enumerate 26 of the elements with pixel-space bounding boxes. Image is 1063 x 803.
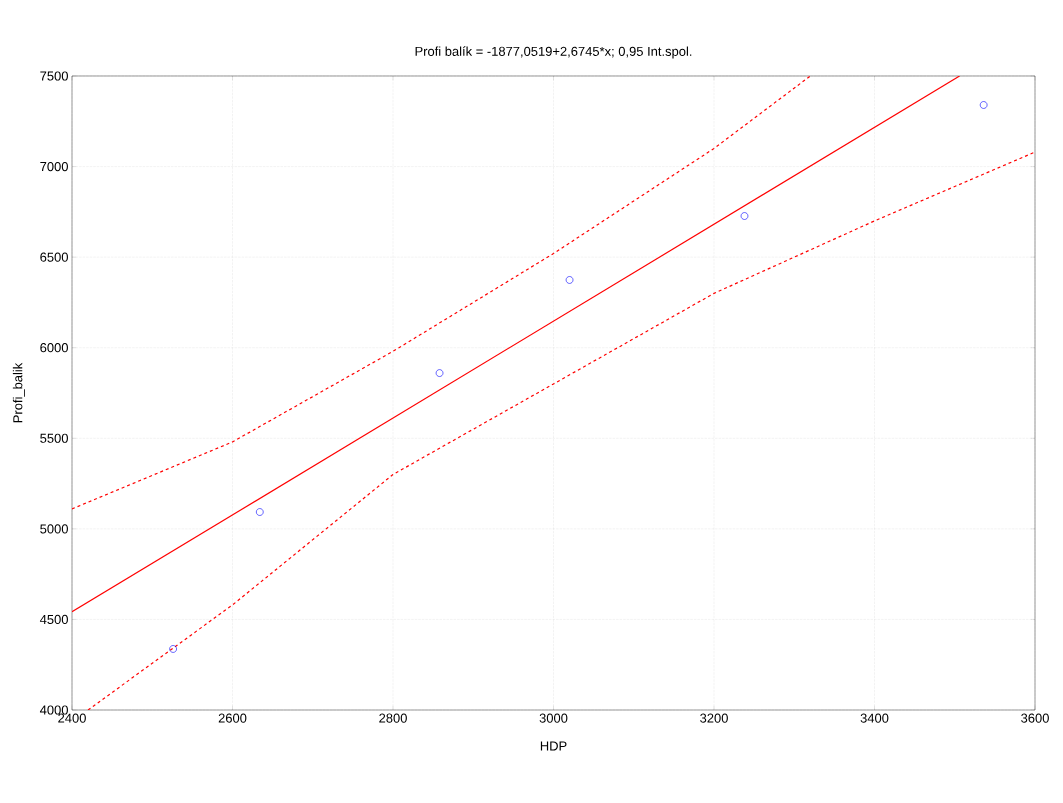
x-tick-label: 3600 [1021, 713, 1049, 723]
point [565, 276, 574, 284]
point [169, 645, 177, 653]
x-tick-label: 2600 [218, 713, 247, 723]
y-axis-title: Profi_balik [12, 362, 25, 423]
y-tick-label: 6000 [40, 343, 68, 353]
x-axis-title: HDP [540, 741, 567, 751]
y-tick-label: 6500 [40, 252, 68, 262]
y-tick-label: 7000 [40, 161, 68, 172]
line-series [87, 151, 1036, 710]
x-tick-label: 3000 [539, 713, 568, 723]
y-tick-label: 5500 [40, 433, 68, 443]
y-tick-label: 7500 [40, 71, 68, 81]
point [740, 212, 749, 220]
line-series [72, 76, 811, 510]
y-tick-label: 4500 [39, 614, 68, 625]
point [979, 101, 988, 109]
x-tick-label: 2800 [379, 713, 407, 723]
y-tick-label: 4000 [39, 705, 68, 715]
x-tick-label: 3400 [860, 713, 889, 723]
y-tick-label: 5000 [40, 524, 68, 534]
point [256, 508, 264, 516]
point [435, 369, 444, 377]
x-tick-label: 3200 [700, 713, 728, 723]
chart-title: Profi balík = -1877,0519+2,6745*x; 0,95 Int.spol. [415, 46, 692, 59]
x-tick-label: 2400 [58, 713, 86, 723]
